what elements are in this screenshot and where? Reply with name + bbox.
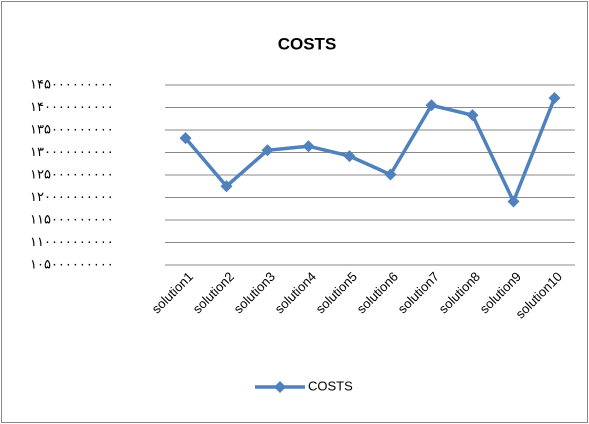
chart-title: COSTS bbox=[278, 34, 337, 53]
y-tick-label: ۱۳۰۰۰۰۰۰۰۰۰۰ bbox=[30, 144, 114, 159]
y-tick-label: ۱۱۰۰۰۰۰۰۰۰۰۰ bbox=[30, 234, 114, 249]
point-marker bbox=[466, 109, 479, 122]
point-marker bbox=[302, 140, 315, 153]
y-tick-label: ۱۲۰۰۰۰۰۰۰۰۰۰ bbox=[30, 189, 114, 204]
y-tick-label: ۱۳۵۰۰۰۰۰۰۰۰۰ bbox=[30, 121, 114, 136]
point-marker bbox=[384, 168, 397, 181]
point-marker bbox=[548, 92, 561, 105]
legend-label: COSTS bbox=[308, 378, 353, 393]
point-marker bbox=[220, 180, 233, 193]
point-marker bbox=[261, 144, 274, 157]
legend-marker bbox=[274, 381, 286, 393]
point-marker bbox=[343, 150, 356, 163]
y-tick-label: ۱۱۵۰۰۰۰۰۰۰۰۰ bbox=[30, 211, 114, 226]
point-marker bbox=[507, 195, 520, 208]
y-tick-label: ۱۰۵۰۰۰۰۰۰۰۰۰ bbox=[30, 256, 114, 271]
series-line bbox=[184, 97, 557, 206]
y-tick-label: ۱۴۰۰۰۰۰۰۰۰۰۰ bbox=[30, 99, 114, 114]
y-tick-label: ۱۲۵۰۰۰۰۰۰۰۰۰ bbox=[30, 166, 114, 181]
point-marker bbox=[425, 99, 438, 112]
y-tick-label: ۱۴۵۰۰۰۰۰۰۰۰۰ bbox=[30, 76, 114, 91]
point-marker bbox=[179, 132, 192, 145]
